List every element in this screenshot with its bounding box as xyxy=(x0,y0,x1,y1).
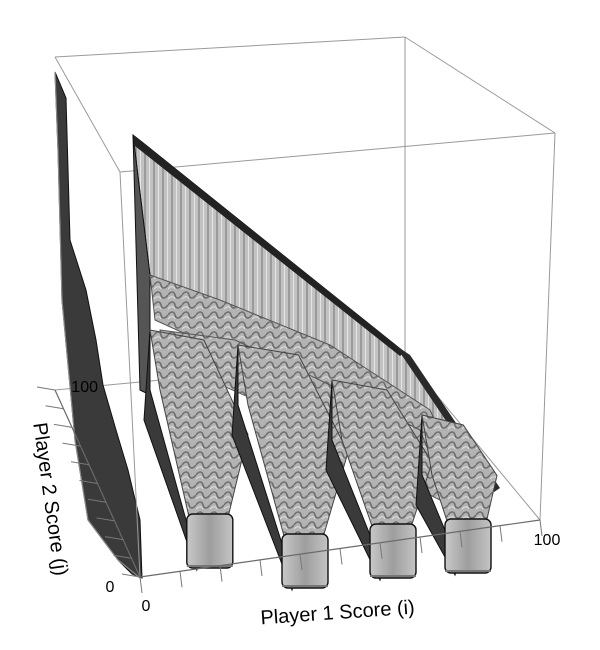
x-axis-tick xyxy=(539,519,543,537)
y-axis-tick xyxy=(36,386,56,391)
y-tick-label-max: 100 xyxy=(71,379,98,396)
y-axis-tick xyxy=(53,423,73,428)
x-axis-tick xyxy=(419,537,423,554)
box-edge xyxy=(539,132,556,521)
box-edge xyxy=(119,171,141,578)
y-axis-tick xyxy=(62,442,81,447)
x-axis-tick xyxy=(139,576,143,594)
y-axis-tick xyxy=(70,461,90,466)
y-axis-tick xyxy=(79,480,98,484)
y-axis-tick xyxy=(113,554,132,559)
x-axis-label: Player 1 Score (i) xyxy=(260,597,416,630)
left-wall xyxy=(54,71,143,579)
x-axis-tick xyxy=(179,571,183,588)
y-axis-tick xyxy=(104,536,124,541)
slab-front-face xyxy=(281,533,329,589)
box-edge xyxy=(54,36,406,58)
box-edge xyxy=(119,132,556,173)
x-axis-tick xyxy=(459,531,463,548)
x-axis-tick xyxy=(379,542,383,559)
y-axis-tick xyxy=(96,517,115,522)
left-wall-highlight xyxy=(54,71,141,579)
back-wall-top-edge xyxy=(133,135,405,356)
x-axis-tick xyxy=(499,525,503,542)
x-tick-label-max: 100 xyxy=(534,532,561,549)
box-edge xyxy=(54,56,121,173)
x-tick-label-min: 0 xyxy=(142,598,151,615)
x-axis-tick xyxy=(259,559,263,576)
surface-area xyxy=(54,71,500,592)
slab-front-face xyxy=(444,518,492,574)
x-axis-tick xyxy=(219,565,223,582)
y-tick-label-min: 0 xyxy=(106,579,115,596)
slab-front-face xyxy=(186,513,234,569)
y-axis-tick xyxy=(45,405,64,410)
y-axis-tick xyxy=(121,573,141,578)
x-axis-tick xyxy=(339,548,343,565)
x-axis-tick xyxy=(299,554,303,571)
y-axis-label: Player 2 Score (j) xyxy=(28,421,71,577)
box-edge xyxy=(404,36,556,134)
slab-front-face xyxy=(369,523,417,579)
y-axis-tick xyxy=(87,498,107,503)
tick-marks xyxy=(36,386,543,594)
